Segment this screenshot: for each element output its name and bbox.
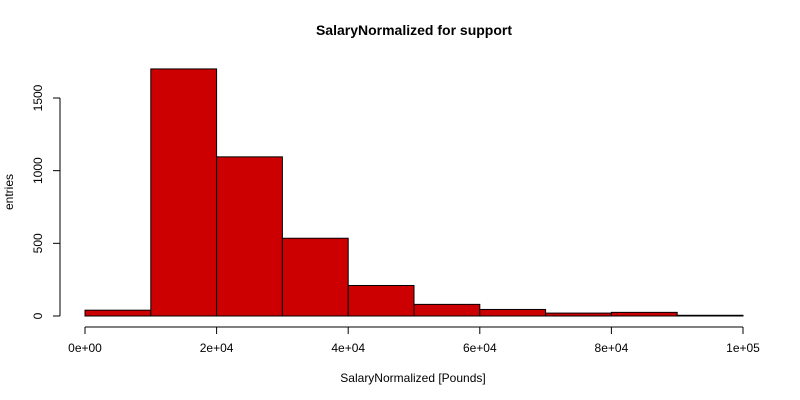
histogram-bar-8 xyxy=(610,311,678,317)
histogram-bar-9 xyxy=(676,314,744,317)
histogram-bar-0 xyxy=(84,309,152,317)
histogram-bar-5 xyxy=(413,303,481,317)
histogram-bar-4 xyxy=(347,284,415,317)
histogram-bar-6 xyxy=(479,308,547,317)
y-axis-label: entries xyxy=(2,174,16,210)
chart-title: SalaryNormalized for support xyxy=(316,22,512,38)
y-tick-label-0: 0 xyxy=(31,312,45,319)
histogram-bar-1 xyxy=(150,68,218,317)
y-tick-label-3: 1500 xyxy=(31,84,45,111)
y-tick-label-1: 500 xyxy=(31,233,45,253)
histogram-bar-3 xyxy=(281,237,349,317)
x-tick-label-3: 6e+04 xyxy=(463,341,497,355)
x-tick-label-1: 2e+04 xyxy=(200,341,234,355)
x-tick-label-4: 8e+04 xyxy=(595,341,629,355)
histogram-bar-7 xyxy=(545,312,612,317)
x-tick-label-2: 4e+04 xyxy=(331,341,365,355)
y-tick-label-2: 1000 xyxy=(31,157,45,184)
y-axis: 0 500 1000 1500 xyxy=(31,84,61,319)
x-tick-label-5: 1e+05 xyxy=(726,341,760,355)
histogram-bar-2 xyxy=(216,156,283,317)
x-tick-label-0: 0e+00 xyxy=(68,341,102,355)
x-axis: 0e+00 2e+04 4e+04 6e+04 8e+04 1e+05 xyxy=(68,326,760,355)
bars-group xyxy=(84,68,744,317)
x-axis-label: SalaryNormalized [Pounds] xyxy=(340,371,485,385)
